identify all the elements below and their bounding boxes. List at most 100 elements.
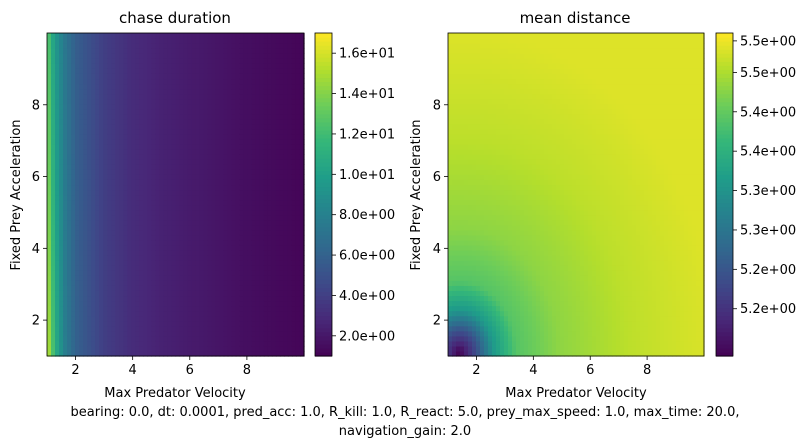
heatmap-cell — [207, 209, 213, 216]
heatmap-cell — [492, 260, 497, 266]
heatmap-cell — [263, 250, 269, 256]
heatmap-cell — [255, 78, 261, 85]
heatmap-cell — [99, 78, 104, 85]
heatmap-cell — [71, 184, 76, 191]
heatmap-cell — [243, 290, 249, 297]
heatmap-cell — [147, 108, 153, 115]
heatmap-cell — [271, 305, 277, 312]
heatmap-cell — [75, 325, 80, 332]
heatmap-cell — [480, 194, 485, 201]
heatmap-cell — [223, 53, 229, 59]
heatmap-cell — [484, 244, 489, 251]
heatmap-cell — [91, 260, 96, 266]
heatmap-cell — [219, 53, 225, 59]
heatmap-cell — [59, 154, 64, 160]
heatmap-cell — [71, 325, 76, 332]
heatmap-cell — [99, 244, 104, 251]
heatmap-cell — [460, 209, 465, 216]
heatmap-cell — [159, 123, 165, 130]
heatmap-cell — [492, 290, 497, 297]
heatmap-cell — [139, 138, 144, 145]
heatmap-cell — [472, 214, 477, 221]
heatmap-cell — [223, 255, 229, 261]
heatmap-cell — [107, 224, 112, 231]
heatmap-cell — [83, 93, 88, 100]
heatmap-cell — [171, 244, 177, 251]
heatmap-cell — [195, 345, 201, 352]
heatmap-cell — [476, 335, 481, 342]
heatmap-cell — [139, 123, 144, 130]
heatmap-cell — [87, 138, 92, 145]
heatmap-cell — [131, 229, 136, 236]
heatmap-cell — [231, 43, 237, 49]
colorbar-segment — [315, 222, 332, 228]
heatmap-cell — [227, 270, 233, 276]
heatmap-cell — [472, 320, 477, 327]
heatmap-cell — [159, 53, 165, 59]
heatmap-cell — [79, 133, 84, 140]
heatmap-cell — [171, 320, 177, 327]
x-tick-label: 6 — [186, 363, 194, 378]
heatmap-cell — [47, 320, 52, 327]
heatmap-cell — [476, 113, 481, 120]
heatmap-cell — [167, 310, 173, 317]
heatmap-cell — [199, 73, 205, 80]
heatmap-cell — [163, 330, 169, 337]
heatmap-cell — [159, 108, 165, 115]
heatmap-cell — [283, 219, 289, 226]
heatmap-cell — [484, 118, 489, 125]
heatmap-cell — [199, 305, 205, 312]
heatmap-cell — [71, 38, 76, 44]
heatmap-cell — [195, 340, 201, 347]
heatmap-cell — [299, 280, 305, 286]
heatmap-cell — [119, 234, 124, 241]
heatmap-cell — [211, 280, 217, 286]
heatmap-cell — [468, 68, 473, 74]
heatmap-cell — [243, 169, 249, 175]
colorbar-segment — [315, 113, 332, 119]
heatmap-cell — [460, 224, 465, 231]
heatmap-cell — [488, 33, 493, 39]
heatmap-cell — [468, 305, 473, 312]
heatmap-cell — [123, 214, 128, 221]
heatmap-cell — [75, 330, 80, 337]
heatmap-cell — [488, 194, 493, 201]
heatmap-cell — [79, 194, 84, 201]
heatmap-cell — [175, 63, 181, 69]
heatmap-cell — [275, 144, 281, 150]
heatmap-cell — [95, 345, 100, 352]
heatmap-cell — [139, 133, 144, 140]
heatmap-cell — [103, 133, 108, 140]
heatmap-cell — [243, 285, 249, 291]
heatmap-cell — [123, 239, 128, 246]
heatmap-cell — [83, 159, 88, 165]
heatmap-cell — [83, 83, 88, 90]
heatmap-cell — [480, 154, 485, 160]
heatmap-cell — [83, 33, 88, 39]
heatmap-cell — [480, 63, 485, 69]
heatmap-cell — [456, 265, 461, 271]
heatmap-cell — [167, 330, 173, 337]
heatmap-cell — [175, 285, 181, 291]
heatmap-cell — [163, 204, 169, 211]
heatmap-cell — [55, 330, 60, 337]
heatmap-cell — [75, 169, 80, 175]
heatmap-cell — [460, 229, 465, 236]
heatmap-cell — [199, 350, 205, 357]
heatmap-cell — [115, 239, 120, 246]
heatmap-cell — [107, 108, 112, 115]
heatmap-cell — [167, 250, 173, 256]
heatmap-cell — [215, 214, 221, 221]
heatmap-cell — [159, 184, 165, 191]
heatmap-cell — [468, 350, 473, 357]
heatmap-cell — [143, 204, 148, 211]
heatmap-cell — [251, 315, 257, 322]
heatmap-cell — [51, 73, 56, 80]
heatmap-cell — [87, 103, 92, 110]
heatmap-cell — [267, 83, 273, 90]
heatmap-cell — [231, 189, 237, 196]
heatmap-cell — [456, 244, 461, 251]
heatmap-cell — [111, 103, 116, 110]
heatmap-cell — [456, 340, 461, 347]
